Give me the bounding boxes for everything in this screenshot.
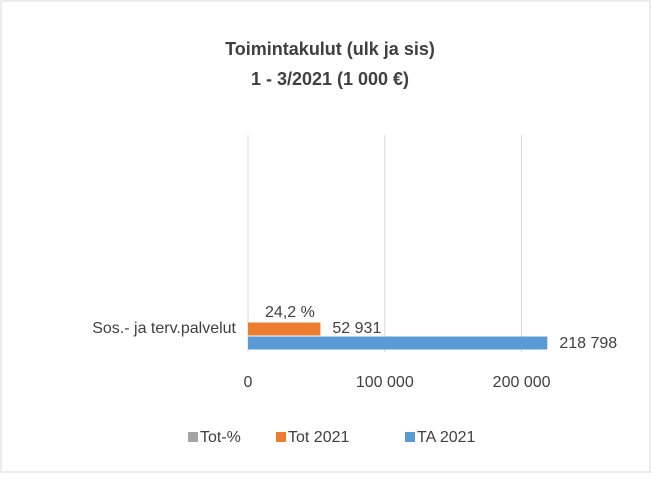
bar [248, 337, 547, 350]
y-tick-label: Sos.- ja terv.palvelut [92, 320, 236, 337]
x-tick-label: 100 000 [356, 374, 414, 391]
legend-swatch [405, 432, 415, 442]
legend-label: Tot 2021 [288, 429, 349, 446]
data-label: 218 798 [559, 335, 617, 352]
x-tick-label: 200 000 [493, 374, 551, 391]
data-label: 52 931 [332, 320, 381, 337]
data-label: 24,2 % [265, 304, 315, 321]
x-tick-label: 0 [244, 374, 253, 391]
legend-swatch [276, 432, 286, 442]
chart-title: Toimintakulut (ulk ja sis) [225, 39, 435, 59]
bar [248, 323, 320, 336]
chart-subtitle: 1 - 3/2021 (1 000 €) [251, 69, 409, 89]
legend-label: Tot-% [200, 429, 241, 446]
legend-label: TA 2021 [417, 429, 476, 446]
legend-swatch [188, 432, 198, 442]
